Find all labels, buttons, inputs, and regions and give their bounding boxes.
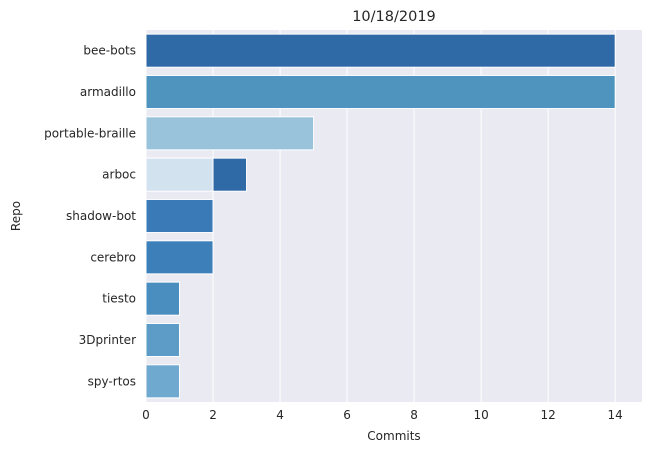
y-tick-label: bee-bots (83, 44, 136, 58)
y-tick-label: 3Dprinter (79, 333, 136, 347)
bars (145, 33, 616, 399)
bar-spy-rtos (145, 364, 181, 399)
bar-tiesto (145, 281, 181, 316)
x-tick-label: 8 (410, 408, 418, 422)
bar-bee-bots (145, 33, 616, 68)
chart-title: 10/18/2019 (352, 9, 436, 25)
x-tick-label: 0 (142, 408, 150, 422)
x-tick-label: 6 (343, 408, 351, 422)
bar-shadow-bot (145, 198, 214, 234)
x-tick-label: 14 (608, 408, 623, 422)
x-axis-label: Commits (367, 429, 420, 443)
y-tick-label: arboc (102, 168, 136, 182)
bar-arboc (212, 157, 248, 192)
x-tick-label: 12 (541, 408, 556, 422)
y-tick-labels: bee-bots armadillo portable-braille arboc sh… (44, 44, 136, 389)
x-tick-labels: 0 2 4 6 8 10 12 14 (142, 408, 623, 422)
y-tick-label: armadillo (80, 85, 136, 99)
bar-3Dprinter (145, 322, 181, 358)
y-tick-label: shadow-bot (66, 209, 136, 223)
y-tick-label: cerebro (90, 250, 136, 264)
y-tick-label: portable-braille (44, 126, 136, 140)
bar-armadillo (145, 74, 616, 110)
y-tick-label: tiesto (102, 292, 136, 306)
x-tick-label: 2 (209, 408, 217, 422)
bar-arboc (145, 157, 214, 192)
x-tick-label: 10 (473, 408, 488, 422)
bar-portable-braille (145, 116, 315, 151)
bar-cerebro (145, 240, 214, 275)
y-axis-label: Repo (9, 201, 23, 231)
y-tick-label: spy-rtos (88, 374, 136, 388)
x-tick-label: 4 (276, 408, 284, 422)
